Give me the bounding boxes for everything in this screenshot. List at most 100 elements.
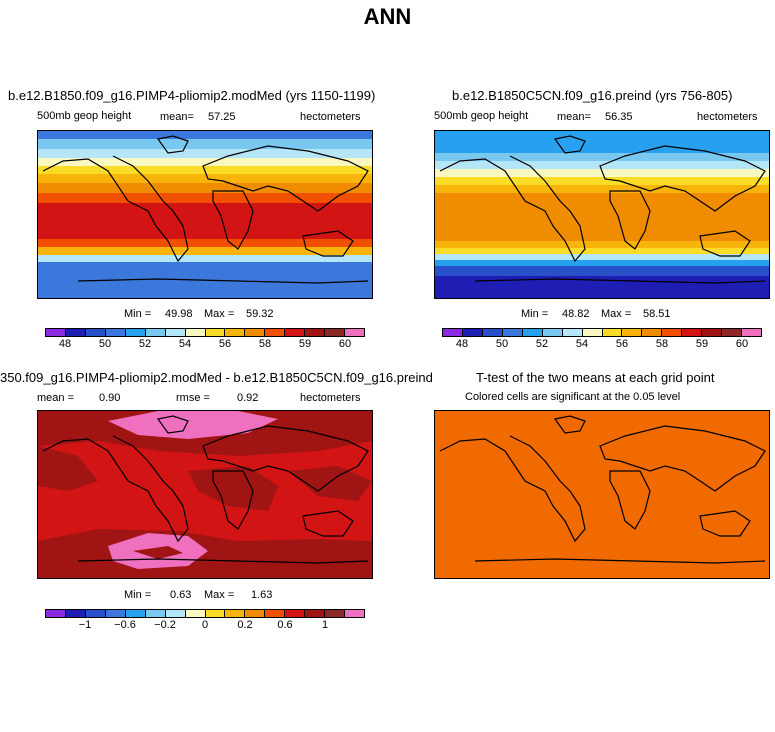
panel-1-mean-value: 57.25 <box>208 111 236 123</box>
panel-3-tick: −0.6 <box>114 619 136 631</box>
panel-1-title: b.e12.B1850.f09_g16.PIMP4-pliomip2.modMe… <box>8 88 376 103</box>
colorbar-swatch <box>165 610 186 617</box>
panel-2-tick: 58 <box>655 338 669 350</box>
panel-1-field: 500mb geop height <box>37 110 132 122</box>
colorbar-swatch <box>325 610 346 617</box>
panel-4-map <box>434 410 770 579</box>
colorbar-swatch <box>245 329 266 336</box>
panel-4-title: T-test of the two means at each grid poi… <box>476 370 715 385</box>
colorbar-swatch <box>265 610 286 617</box>
panel-1-mean-label: mean= <box>160 111 194 123</box>
colorbar-swatch <box>225 329 246 336</box>
colorbar-swatch <box>345 329 364 336</box>
colorbar-swatch <box>502 329 523 336</box>
colorbar-swatch <box>205 610 226 617</box>
colorbar-swatch <box>85 610 106 617</box>
panel-2-mean-value: 56.35 <box>605 111 633 123</box>
colorbar-swatch <box>602 329 623 336</box>
colorbar-swatch <box>105 610 126 617</box>
colorbar-swatch <box>702 329 723 336</box>
panel-3-min-value: 0.63 <box>170 589 192 601</box>
colorbar-swatch <box>482 329 503 336</box>
panel-2-units: hectometers <box>697 111 758 123</box>
colorbar-swatch <box>662 329 683 336</box>
colorbar-swatch <box>85 329 106 336</box>
panel-3-mean-label: mean = <box>37 392 74 404</box>
panel-3-min-label: Min = <box>124 589 152 601</box>
panel-3-rmse-value: 0.92 <box>237 392 259 404</box>
panel-2-map <box>434 130 770 299</box>
colorbar-swatch <box>305 329 326 336</box>
colorbar-swatch <box>265 329 286 336</box>
panel-3-tick: 0.6 <box>277 619 293 631</box>
panel-1-tick: 52 <box>138 338 152 350</box>
colorbar-swatch <box>185 610 206 617</box>
panel-1-tick: 50 <box>98 338 112 350</box>
panel-3-mean-value: 0.90 <box>99 392 121 404</box>
panel-1-max-value: 59.32 <box>246 308 274 320</box>
colorbar-swatch <box>305 610 326 617</box>
panel-3-tick: 1 <box>321 619 329 631</box>
panel-2-colorbar <box>442 328 762 337</box>
panel-3-title: 350.f09_g16.PIMP4-pliomip2.modMed - b.e1… <box>0 370 433 385</box>
colorbar-swatch <box>622 329 643 336</box>
panel-2-tick: 50 <box>495 338 509 350</box>
colorbar-swatch <box>582 329 603 336</box>
panel-2-tick: 60 <box>735 338 749 350</box>
colorbar-swatch <box>682 329 703 336</box>
colorbar-swatch <box>145 610 166 617</box>
panel-2-tick: 59 <box>695 338 709 350</box>
panel-1-tick: 60 <box>338 338 352 350</box>
colorbar-swatch <box>443 329 463 336</box>
colorbar-swatch <box>105 329 126 336</box>
panel-3-map <box>37 410 373 579</box>
colorbar-swatch <box>522 329 543 336</box>
panel-1-colorbar <box>45 328 365 337</box>
colorbar-swatch <box>145 329 166 336</box>
panel-3-tick: −1 <box>78 619 92 631</box>
colorbar-swatch <box>462 329 483 336</box>
panel-1-min-value: 49.98 <box>165 308 193 320</box>
panel-2-tick: 52 <box>535 338 549 350</box>
colorbar-swatch <box>245 610 266 617</box>
panel-1-min-label: Min = <box>124 308 152 320</box>
panel-1-tick: 56 <box>218 338 232 350</box>
colorbar-swatch <box>165 329 186 336</box>
colorbar-swatch <box>722 329 743 336</box>
panel-2-max-label: Max = <box>601 308 632 320</box>
panel-3-colorbar <box>45 609 365 618</box>
panel-3-tick: 0.2 <box>237 619 253 631</box>
panel-2-title: b.e12.B1850C5CN.f09_g16.preind (yrs 756-… <box>452 88 733 103</box>
panel-1-units: hectometers <box>300 111 361 123</box>
colorbar-swatch <box>205 329 226 336</box>
panel-2-field: 500mb geop height <box>434 110 529 122</box>
colorbar-swatch <box>345 610 364 617</box>
panel-2-min-value: 48.82 <box>562 308 590 320</box>
colorbar-swatch <box>562 329 583 336</box>
page-title: ANN <box>363 4 412 29</box>
panel-2-max-value: 58.51 <box>643 308 671 320</box>
panel-2-tick: 48 <box>455 338 469 350</box>
panel-3-tick: 0 <box>201 619 209 631</box>
panel-2-mean-label: mean= <box>557 111 591 123</box>
panel-2-min-label: Min = <box>521 308 549 320</box>
colorbar-swatch <box>125 610 146 617</box>
panel-3-tick: −0.2 <box>154 619 176 631</box>
panel-3-max-value: 1.63 <box>251 589 273 601</box>
panel-1-tick: 58 <box>258 338 272 350</box>
colorbar-swatch <box>285 329 306 336</box>
panel-2-tick: 54 <box>575 338 589 350</box>
colorbar-swatch <box>65 329 86 336</box>
panel-1-tick: 48 <box>58 338 72 350</box>
panel-2-tick: 56 <box>615 338 629 350</box>
colorbar-swatch <box>46 329 66 336</box>
colorbar-swatch <box>185 329 206 336</box>
colorbar-swatch <box>125 329 146 336</box>
panel-1-map <box>37 130 373 299</box>
panel-1-tick: 59 <box>298 338 312 350</box>
colorbar-swatch <box>325 329 346 336</box>
panel-4-subtitle: Colored cells are significant at the 0.0… <box>465 391 681 403</box>
colorbar-swatch <box>742 329 761 336</box>
panel-3-rmse-label: rmse = <box>176 392 210 404</box>
panel-1-max-label: Max = <box>204 308 235 320</box>
